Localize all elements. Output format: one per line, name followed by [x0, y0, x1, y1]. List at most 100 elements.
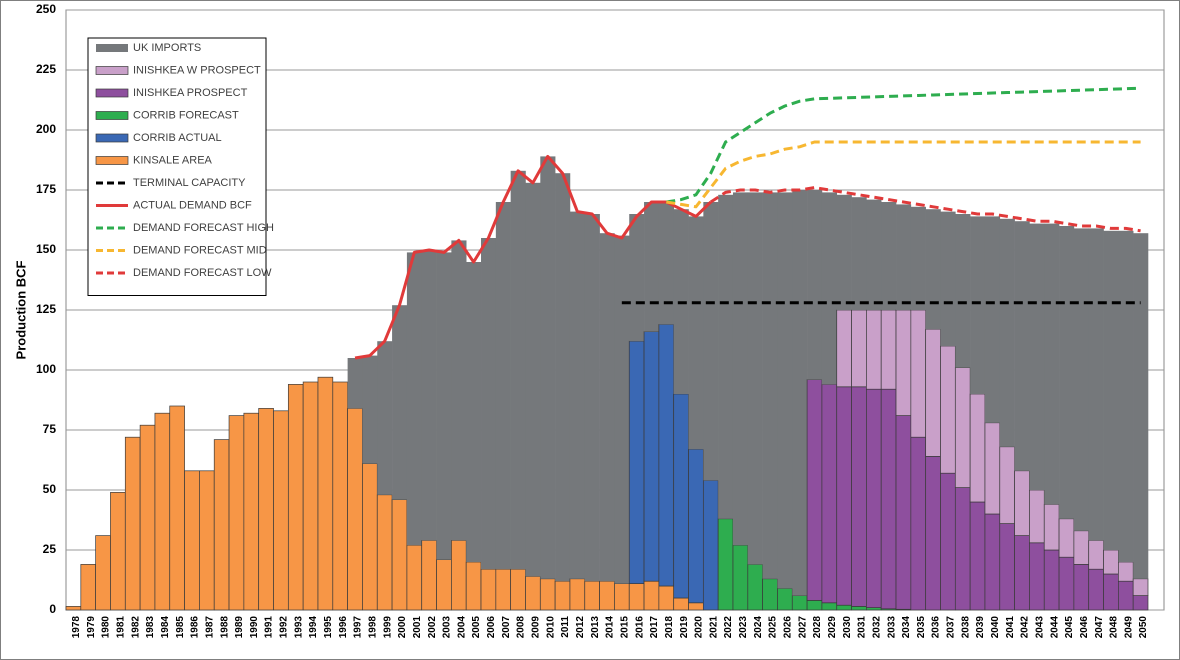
bar [999, 446, 1015, 524]
bar [362, 463, 378, 611]
bar [999, 523, 1015, 611]
x-tick-label: 2036 [931, 616, 942, 639]
x-tick-label: 1996 [338, 616, 349, 639]
bar [851, 606, 867, 611]
y-tick-label: 150 [36, 242, 56, 256]
bar [836, 309, 852, 388]
bar [451, 540, 467, 611]
x-tick-label: 2009 [531, 616, 542, 639]
bar [1044, 223, 1060, 505]
bar [95, 535, 111, 611]
bar [614, 235, 630, 584]
x-tick-label: 2007 [501, 616, 512, 639]
bar [332, 381, 348, 611]
bar [1073, 564, 1090, 611]
bar [866, 607, 882, 611]
x-tick-label: 2005 [471, 616, 482, 639]
legend-label: DEMAND FORECAST MID [133, 244, 267, 256]
x-tick-label: 2013 [590, 616, 601, 639]
x-tick-label: 2012 [575, 616, 586, 639]
bar [910, 436, 927, 611]
bar [896, 204, 912, 310]
bar [540, 156, 556, 579]
bar [673, 393, 689, 599]
bar [510, 170, 526, 570]
x-tick-label: 2004 [456, 616, 467, 639]
x-tick-label: 1980 [101, 616, 112, 639]
bar [436, 252, 452, 560]
bar [1058, 518, 1075, 558]
bar [436, 559, 452, 611]
bar [1103, 573, 1119, 611]
x-tick-label: 2029 [827, 616, 838, 639]
bar [925, 209, 941, 330]
bar [821, 384, 838, 604]
bar [747, 192, 763, 565]
bar [792, 190, 808, 596]
x-tick-label: 2035 [916, 616, 927, 639]
bar [1014, 470, 1030, 536]
bar [199, 470, 215, 611]
bar [80, 564, 96, 611]
bar [910, 206, 926, 310]
legend-label: TERMINAL CAPACITY [133, 177, 246, 189]
bar [925, 328, 941, 457]
bar [391, 499, 408, 611]
bar [895, 309, 912, 416]
bar [688, 448, 704, 604]
x-tick-label: 2018 [664, 616, 675, 639]
bar [821, 192, 838, 385]
bar [984, 513, 1001, 611]
bar [628, 340, 645, 584]
legend-label: CORRIB FORECAST [133, 109, 239, 121]
x-tick-label: 1984 [160, 616, 171, 639]
bar [1088, 568, 1104, 611]
bar [940, 345, 956, 474]
bar [910, 309, 927, 438]
y-tick-label: 200 [36, 122, 56, 136]
bar [139, 424, 156, 611]
bar [762, 578, 778, 611]
bar [717, 518, 734, 611]
bar [554, 580, 571, 611]
bar [406, 544, 423, 611]
bar [376, 494, 393, 611]
x-tick-label: 2046 [1079, 616, 1090, 639]
legend-box [87, 37, 267, 296]
bar [510, 568, 526, 611]
y-tick-label: 125 [36, 302, 56, 316]
bar [658, 202, 674, 325]
bar [644, 202, 660, 332]
bar [614, 583, 630, 611]
x-tick-label: 1985 [175, 616, 186, 639]
y-tick-label: 25 [43, 542, 57, 556]
bar [539, 578, 556, 611]
x-tick-label: 1987 [204, 616, 215, 639]
x-tick-label: 2038 [960, 616, 971, 639]
x-tick-label: 2028 [812, 616, 823, 639]
y-axis-label: Production BCF [13, 260, 28, 359]
bar [377, 341, 393, 495]
bar [643, 331, 660, 582]
bar [495, 568, 512, 611]
y-tick-label: 50 [43, 482, 57, 496]
x-tick-label: 1988 [219, 616, 230, 639]
bar [628, 583, 645, 611]
bar [732, 544, 749, 611]
bar [1118, 580, 1134, 611]
bar [984, 422, 1001, 515]
x-tick-label: 2033 [886, 616, 897, 639]
y-tick-label: 75 [43, 422, 57, 436]
bar [421, 250, 437, 541]
bar [836, 604, 852, 611]
x-tick-label: 2003 [442, 616, 453, 639]
x-tick-label: 1981 [116, 616, 127, 639]
bar [925, 456, 941, 611]
bar [806, 600, 823, 611]
bar [836, 386, 852, 606]
bar [969, 393, 986, 503]
x-tick-label: 2006 [486, 616, 497, 639]
x-tick-label: 2002 [427, 616, 438, 639]
bar [466, 262, 482, 562]
bar [302, 381, 319, 611]
